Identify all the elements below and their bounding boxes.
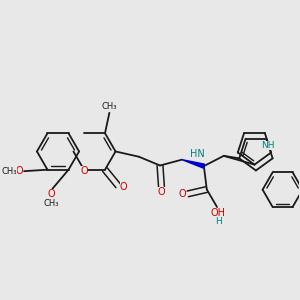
Text: O: O: [47, 189, 55, 199]
Text: O: O: [80, 166, 88, 176]
Text: O: O: [16, 166, 23, 176]
Text: CH₃: CH₃: [1, 167, 16, 176]
Text: CH₃: CH₃: [102, 102, 117, 111]
Text: HN: HN: [190, 149, 205, 159]
Polygon shape: [182, 160, 204, 168]
Text: CH₃: CH₃: [43, 200, 59, 208]
Text: NH: NH: [261, 141, 274, 150]
Text: H: H: [215, 217, 222, 226]
Text: O: O: [179, 189, 186, 199]
Text: O: O: [158, 187, 165, 197]
Text: O: O: [120, 182, 127, 192]
Text: OH: OH: [211, 208, 226, 218]
